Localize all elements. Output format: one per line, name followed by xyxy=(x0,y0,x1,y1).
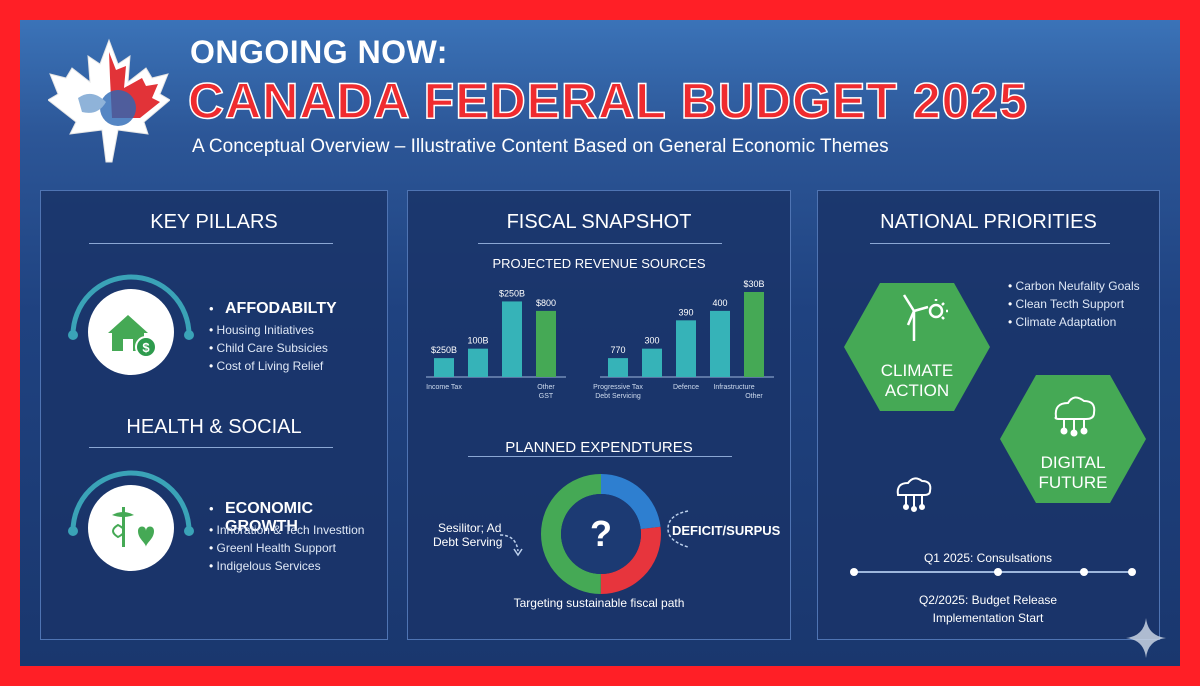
donut-question-mark: ? xyxy=(590,513,612,554)
page-title: CANADA FEDERAL BUDGET 2025 xyxy=(187,72,1029,130)
header-kicker: ONGOING NOW: xyxy=(190,34,448,70)
divider xyxy=(468,456,732,457)
chart-data-label: $250B xyxy=(499,288,525,298)
economic-growth-list: Innoration & Tech Investtion Greenl Heal… xyxy=(209,521,365,575)
divider xyxy=(870,243,1110,244)
donut-hole xyxy=(561,494,641,574)
cloud-network-icon xyxy=(1054,396,1096,437)
chart-bar xyxy=(676,320,696,377)
affordability-title: AFFODABILTY xyxy=(225,300,337,317)
key-pillars-heading: KEY PILLARS xyxy=(150,211,278,233)
infographic-frame: ONGOING NOW: CANADA FEDERAL BUDGET 2025 … xyxy=(20,20,1180,666)
chart-tick-label: Progressive Tax xyxy=(593,384,643,391)
list-item: Indigelous Services xyxy=(209,557,364,575)
chart-data-label: 300 xyxy=(644,336,659,346)
list-item: Cost of Living Relief xyxy=(209,357,328,375)
chart-bar xyxy=(744,292,764,377)
chart-bar xyxy=(608,358,628,377)
donut-slice xyxy=(541,474,661,594)
pillar-ring xyxy=(68,274,194,340)
chart-data-label: 100B xyxy=(467,336,488,346)
chart-tick-label: GST xyxy=(539,393,554,400)
page-subtitle: A Conceptual Overview – Illustrative Con… xyxy=(192,136,889,157)
timeline-label-3: Implementation Start xyxy=(932,611,1044,625)
left-label-1: Sesilitor; Ad xyxy=(438,521,502,535)
divider xyxy=(89,243,333,244)
health-social-heading: HEALTH & SOCIAL xyxy=(126,416,302,438)
list-item: Housing Initiatives xyxy=(209,321,328,339)
chart-bar xyxy=(710,310,730,377)
chart-tick-label: Defence xyxy=(673,384,699,391)
expenditure-donut-chart xyxy=(541,474,661,594)
cycle-arrow-icon xyxy=(499,534,523,557)
fiscal-snapshot-panel: FISCAL SNAPSHOT PROJECTED REVENUE SOURCE… xyxy=(407,190,791,640)
chart-bar xyxy=(502,301,522,377)
fiscal-snapshot-heading: FISCAL SNAPSHOT xyxy=(506,211,692,233)
chart-data-label: 390 xyxy=(678,307,693,317)
chart-bar xyxy=(536,310,556,377)
timeline-label-2: Q2/2025: Budget Release xyxy=(918,593,1058,607)
chart-bar xyxy=(642,348,662,377)
chart-tick-label: Debt Servicing xyxy=(595,393,641,400)
list-item: Climate Adaptation xyxy=(1008,313,1140,331)
chart-tick-label: Infrastructure xyxy=(713,384,754,391)
chart-tick-label: Other xyxy=(745,393,763,400)
chart-bar xyxy=(434,358,454,377)
digital-future-label: DIGITAL FUTURE xyxy=(1038,453,1108,492)
timeline-label-1: Q1 2025: Consulsations xyxy=(923,551,1053,565)
chart-data-label: 770 xyxy=(610,345,625,355)
timeline-track xyxy=(850,568,1136,576)
chart-data-label: 400 xyxy=(712,298,727,308)
chart-tick-label: Income Tax xyxy=(426,384,462,391)
climate-action-label: CLIMATE ACTION xyxy=(880,361,954,400)
chart-data-label: $800 xyxy=(536,298,556,308)
chart-tick-label: Other xyxy=(537,384,555,391)
chart-data-label: $30B xyxy=(743,279,764,289)
sparkle-icon xyxy=(1126,618,1166,658)
chart-data-label: $250B xyxy=(431,345,457,355)
pillar-ring xyxy=(68,470,194,536)
left-label-2: Debt Serving xyxy=(433,535,503,549)
expenditure-title: PLANNED EXPENDTURES xyxy=(505,439,693,456)
donut-slice xyxy=(541,474,661,594)
caduceus-heart-icon xyxy=(88,485,174,571)
house-dollar-icon: $ xyxy=(88,289,174,375)
list-item: Clean Tecth Support xyxy=(1008,295,1140,313)
list-item: Innoration & Tech Investtion xyxy=(209,521,365,539)
svg-text:$: $ xyxy=(142,340,150,355)
chart-bar xyxy=(468,348,488,377)
divider xyxy=(478,243,722,244)
list-item: Carbon Neufality Goals xyxy=(1008,277,1140,295)
list-item: Child Care Subsicies xyxy=(209,339,328,357)
affordability-list: Housing Initiatives Child Care Subsicies… xyxy=(209,321,328,375)
key-pillars-panel: KEY PILLARS $ • AFFODABILTY Housing Init… xyxy=(40,190,388,640)
maple-leaf-logo xyxy=(48,38,170,163)
priorities-list: Carbon Neufality Goals Clean Tecth Suppo… xyxy=(1008,277,1140,331)
list-item: Greenl Health Support xyxy=(209,539,364,557)
digital-future-hex xyxy=(1000,375,1146,503)
climate-action-hex xyxy=(844,283,990,411)
deficit-surplus-label: DEFICIT/SURPUS xyxy=(672,523,781,538)
divider xyxy=(89,447,333,448)
national-priorities-heading: NATIONAL PRIORITIES xyxy=(880,211,1097,233)
revenue-bar-chart: $250B 100B $250B $800 Income Tax Other GST 770 3… xyxy=(426,279,774,400)
cloud-network-icon xyxy=(896,477,932,512)
revenue-title: PROJECTED REVENUE SOURCES xyxy=(492,256,706,271)
national-priorities-panel: NATIONAL PRIORITIES Carbon Neufality Goa… xyxy=(817,190,1160,640)
fiscal-footer: Targeting sustainable fiscal path xyxy=(513,596,685,610)
wind-solar-icon xyxy=(902,294,948,341)
cycle-arrow-icon xyxy=(667,510,689,548)
